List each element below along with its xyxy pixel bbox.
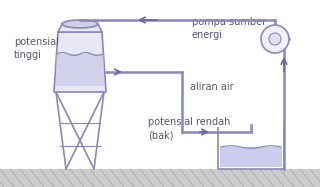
Bar xyxy=(0,169,320,187)
Text: pompa sumber
energi: pompa sumber energi xyxy=(192,17,266,40)
FancyBboxPatch shape xyxy=(220,147,282,167)
Circle shape xyxy=(269,33,281,45)
Text: potensial rendah
(bak): potensial rendah (bak) xyxy=(148,117,230,140)
Polygon shape xyxy=(56,54,104,86)
Polygon shape xyxy=(54,32,106,92)
Text: potensial
tinggi: potensial tinggi xyxy=(14,37,59,60)
Ellipse shape xyxy=(62,20,98,28)
Polygon shape xyxy=(58,24,102,32)
Text: aliran air: aliran air xyxy=(190,82,234,92)
Circle shape xyxy=(261,25,289,53)
